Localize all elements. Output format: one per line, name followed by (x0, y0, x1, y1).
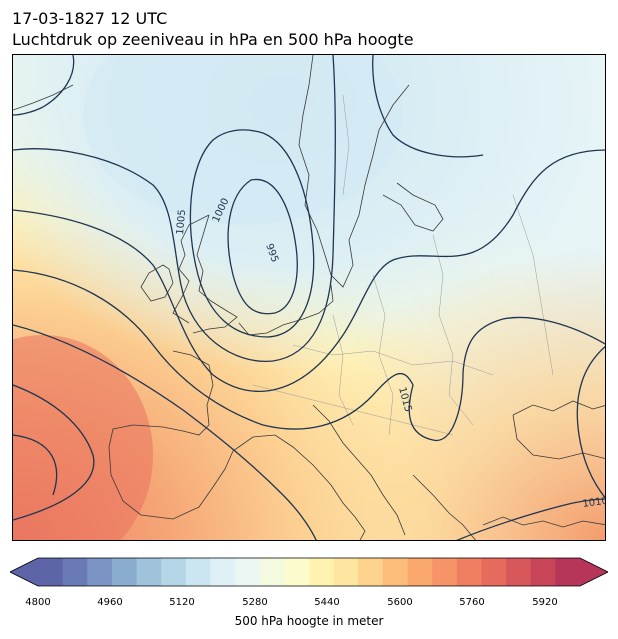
britain-east-coast (192, 214, 238, 334)
italy-west-coast (232, 434, 366, 540)
colorbar-extend-max (580, 558, 608, 586)
anatolia-coast (482, 516, 605, 528)
colorbar-segment (185, 558, 211, 586)
colorbar-segment (87, 558, 113, 586)
height-field-warm-core (13, 335, 153, 540)
colorbar-segment (62, 558, 88, 586)
isobar-1005 (13, 55, 336, 362)
colorbar-segment (161, 558, 187, 586)
colorbar-segment (259, 558, 285, 586)
isobar-995 (227, 178, 298, 315)
colorbar-segment (432, 558, 458, 586)
colorbar-svg (9, 557, 609, 587)
colorbar-tick-label: 5920 (532, 597, 558, 608)
isobar-label-1010: 1010 (582, 496, 606, 510)
black-sea-north-coast (512, 400, 605, 416)
border-7 (512, 194, 554, 376)
isobar-label-1005: 1005 (175, 209, 188, 235)
colorbar-segment (407, 558, 433, 586)
colorbar-segment (333, 558, 359, 586)
isobars (13, 55, 605, 540)
isobar-1010-southeast (456, 498, 605, 540)
border-6 (342, 94, 350, 196)
border-2 (372, 274, 394, 436)
colorbar-segment (111, 558, 138, 586)
colorbar-tick-label: 5280 (242, 597, 268, 608)
ireland-coast (140, 264, 174, 302)
balkan-coast (412, 474, 476, 540)
colorbar-tick-label: 5440 (314, 597, 340, 608)
colorbar-segment (136, 558, 162, 586)
isobar-north (372, 55, 484, 158)
colorbar-segment (210, 558, 236, 586)
colorbar-segment (358, 558, 384, 586)
colorbar-segment (555, 558, 581, 586)
baltic-coast (382, 182, 444, 232)
iberia-coast (108, 424, 234, 520)
colorbar-segment (506, 558, 532, 586)
isobar-1020-west (13, 384, 95, 521)
colorbar-segment (456, 558, 482, 586)
isobar-1025 (13, 434, 58, 496)
country-borders (252, 94, 554, 436)
colorbar (9, 557, 609, 591)
colorbar-tick-label: 5600 (387, 597, 413, 608)
colorbar-segment (481, 558, 507, 586)
colorbar-tick-label: 4800 (25, 597, 51, 608)
isobar-1010 (13, 149, 605, 393)
weather-map: 995 1000 1005 1015 1010 (12, 54, 606, 541)
france-atlantic-coast (172, 350, 214, 436)
isobar-1000 (189, 129, 315, 338)
black-sea-south-coast (512, 414, 605, 460)
height-field-trough (83, 55, 403, 225)
map-svg: 995 1000 1005 1015 1010 (13, 55, 606, 540)
scandinavia-coast (298, 55, 410, 288)
colorbar-extend-min (10, 558, 38, 586)
colorbar-segment (284, 558, 310, 586)
italy-east-coast (312, 404, 406, 536)
border-3 (432, 234, 474, 426)
colorbar-tick-label: 4960 (97, 597, 123, 608)
colorbar-segment (382, 558, 409, 586)
isobar-1015-east (576, 345, 605, 499)
colorbar-label: 500 hPa hoogte in meter (234, 614, 384, 628)
isobar-1020 (13, 324, 317, 540)
colorbar-segment (235, 558, 261, 586)
map-title-date: 17-03-1827 12 UTC (12, 9, 168, 28)
colorbar-tick-label: 5760 (459, 597, 485, 608)
colorbar-tick-label: 5120 (169, 597, 195, 608)
border-1 (332, 314, 354, 426)
colorbar-segment (38, 558, 64, 586)
colorbar-segment (309, 558, 335, 586)
map-title-description: Luchtdruk op zeeniveau in hPa en 500 hPa… (12, 30, 414, 49)
border-5 (252, 384, 454, 436)
isobar-northwest (13, 55, 75, 116)
britain-west-coast (172, 214, 210, 324)
isobar-1015 (13, 269, 605, 441)
border-4 (292, 344, 494, 376)
colorbar-segment (530, 558, 556, 586)
